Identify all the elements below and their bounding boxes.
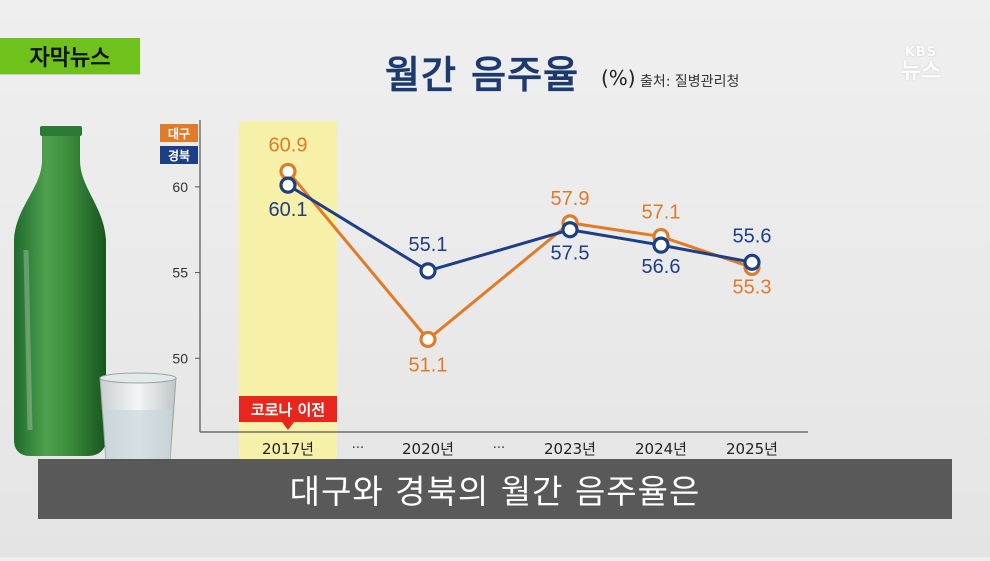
pre-covid-annotation-pointer (282, 422, 294, 430)
data-point (279, 162, 297, 181)
bottle-icon (14, 126, 106, 456)
x-axis-ellipsis: ··· (352, 441, 364, 456)
legend-swatch (160, 124, 198, 142)
data-point (279, 176, 297, 194)
data-point (652, 236, 670, 254)
pre-covid-annotation-label: 코로나 이전 (251, 401, 325, 419)
series-line-daegu (286, 170, 753, 341)
soju-bottle-illustration (0, 110, 190, 557)
y-tick-label: 55 (172, 265, 188, 281)
kbs-news-logo: KBS 뉴스 (886, 46, 956, 94)
data-label: 55.1 (409, 234, 448, 256)
x-tick-label: 2023년 (544, 440, 596, 458)
logo-line1: KBS (904, 45, 938, 60)
legend-swatch (160, 146, 198, 164)
data-label: 57.5 (551, 243, 590, 265)
chart-unit: (%) (601, 66, 636, 90)
news-badge: 자막뉴스 (0, 38, 140, 74)
data-label: 55.3 (733, 276, 772, 298)
data-point (419, 330, 437, 349)
legend-label: 대구 (168, 127, 190, 141)
data-label: 55.6 (733, 225, 772, 247)
y-tick-label: 60 (172, 179, 188, 195)
x-tick-label: 2024년 (635, 440, 687, 458)
data-label: 60.9 (269, 134, 308, 156)
x-tick-label: 2020년 (402, 440, 454, 458)
data-label: 56.6 (642, 256, 681, 278)
chart-title: 월간 음주율 (385, 53, 580, 97)
chart-source: 출처: 질병관리청 (640, 74, 740, 90)
x-tick-label: 2017년 (262, 440, 314, 458)
y-tick-label: 50 (172, 350, 188, 366)
subtitle-caption: 대구와 경북의 월간 음주율은 (38, 459, 952, 519)
data-point (561, 221, 579, 239)
legend-label: 경북 (168, 149, 190, 163)
x-tick-label: 2025년 (726, 440, 778, 458)
x-axis-ellipsis: ··· (493, 441, 505, 456)
data-label: 60.1 (269, 199, 308, 221)
data-label: 51.1 (409, 354, 448, 376)
pre-covid-annotation-box (239, 396, 337, 422)
logo-line2: 뉴스 (900, 59, 942, 84)
data-label: 57.1 (642, 202, 681, 224)
series-line-gyeongbuk (287, 183, 753, 273)
data-point (743, 253, 761, 271)
data-point (419, 262, 437, 280)
data-label: 57.9 (551, 188, 590, 210)
shot-glass-icon (99, 372, 177, 461)
